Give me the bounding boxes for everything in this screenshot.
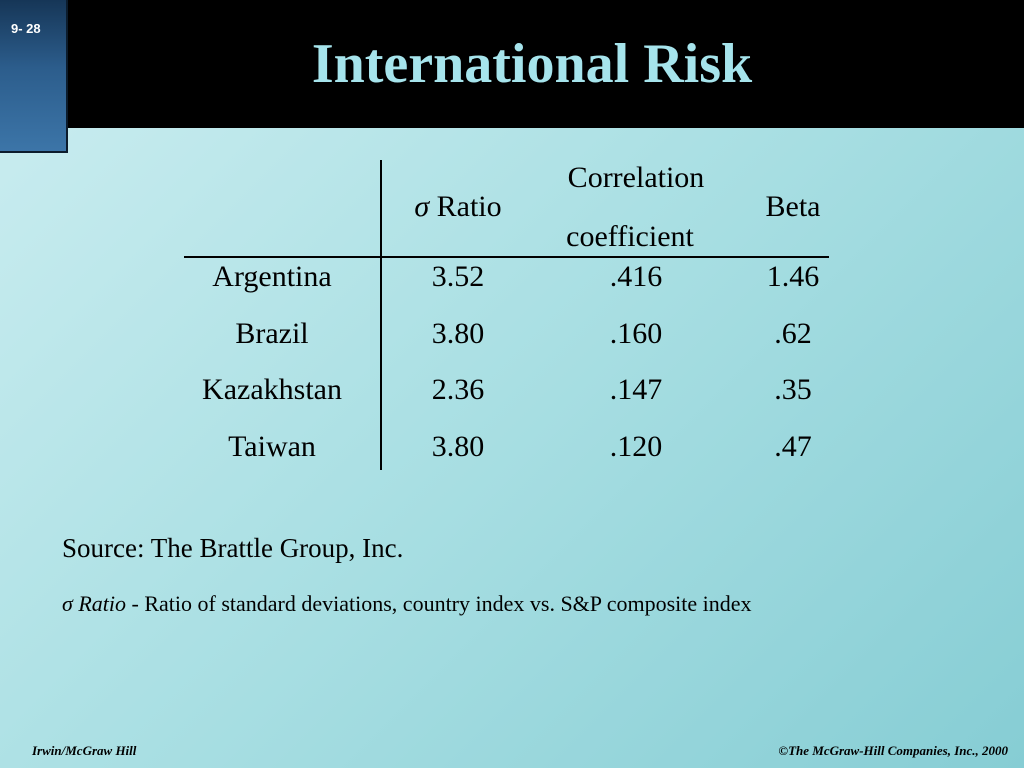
footer-copyright: ©The McGraw-Hill Companies, Inc., 2000 — [778, 743, 1008, 758]
header-sigma-label: Ratio — [436, 190, 502, 223]
row-brazil-correlation: .160 — [609, 317, 663, 350]
row-argentina-correlation: .416 — [609, 260, 663, 293]
note-sigma-symbol: σ — [62, 591, 73, 616]
row-taiwan-country: Taiwan — [228, 430, 316, 463]
note-definition: - Ratio of standard deviations, country … — [126, 591, 752, 616]
row-taiwan-beta: .47 — [774, 430, 812, 463]
table-header-divider — [184, 256, 829, 258]
row-argentina-sigma-ratio: 3.52 — [431, 260, 485, 293]
header-correlation-line2: coefficient — [566, 220, 694, 253]
row-brazil-beta: .62 — [774, 317, 812, 350]
slide-number-box: 9- 28 — [0, 0, 68, 153]
row-argentina-beta: 1.46 — [766, 260, 820, 293]
footer-publisher: Irwin/McGraw Hill — [32, 743, 137, 758]
row-argentina-country: Argentina — [212, 260, 332, 293]
row-taiwan-correlation: .120 — [609, 430, 663, 463]
row-kazakhstan-beta: .35 — [774, 373, 812, 406]
row-taiwan-sigma-ratio: 3.80 — [431, 430, 485, 463]
source-text: Source: The Brattle Group, Inc. — [62, 533, 404, 563]
title-bar — [0, 0, 1024, 128]
slide-number: 9- 28 — [11, 21, 41, 36]
row-kazakhstan-country: Kazakhstan — [202, 373, 342, 406]
note-term-label: Ratio — [78, 591, 127, 616]
header-sigma-ratio: σ Ratio — [414, 192, 501, 222]
row-kazakhstan-correlation: .147 — [609, 373, 663, 406]
row-kazakhstan-sigma-ratio: 2.36 — [431, 373, 485, 406]
sigma-symbol: σ — [414, 190, 430, 223]
row-brazil-sigma-ratio: 3.80 — [431, 317, 485, 350]
header-beta: Beta — [765, 190, 821, 223]
header-correlation-line1: Correlation — [567, 161, 705, 194]
sigma-ratio-note: σ Ratio - Ratio of standard deviations, … — [62, 591, 752, 617]
row-brazil-country: Brazil — [235, 317, 309, 350]
risk-table: σ Ratio Correlation coefficient Beta Arg… — [184, 160, 829, 470]
table-vertical-divider — [380, 160, 382, 470]
slide-title: International Risk — [311, 33, 753, 95]
